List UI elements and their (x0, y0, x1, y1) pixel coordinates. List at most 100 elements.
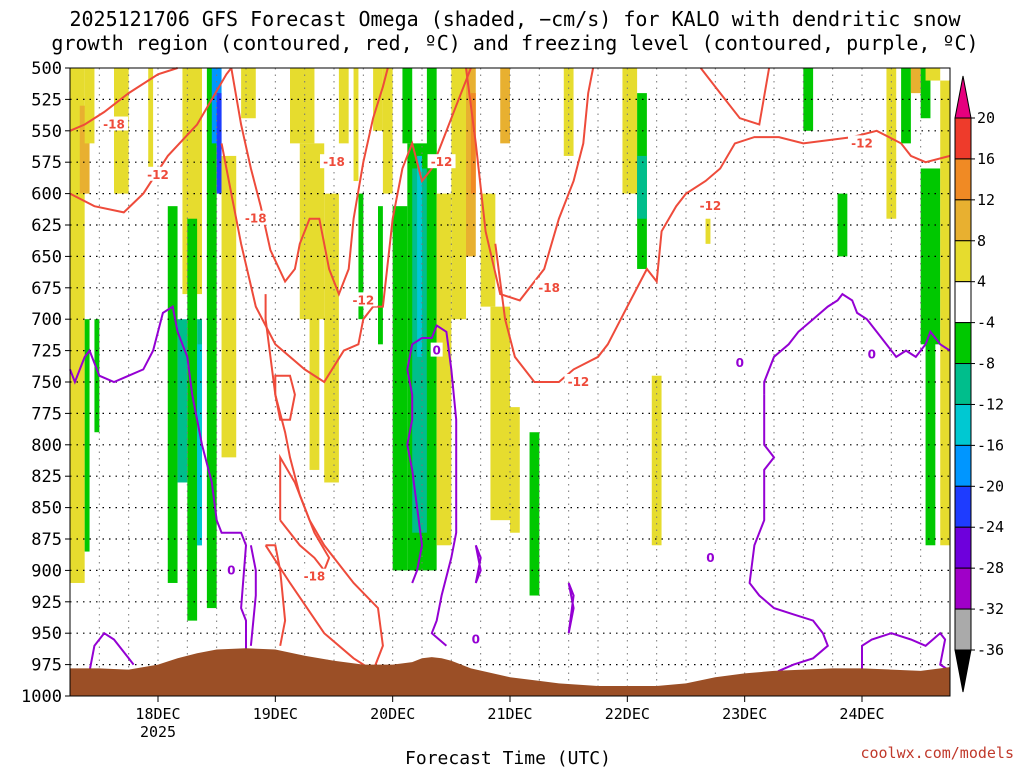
omega-region (510, 407, 520, 533)
dgz-label-text: -18 (304, 570, 326, 584)
dgz-contours-layer: -18-12-18-18-12-12-18-12-12-12-18-12 (69, 67, 951, 673)
omega-region (651, 375, 662, 546)
x-tick-label: 20DEC (370, 705, 415, 723)
omega-region (426, 68, 437, 382)
colorbar-label: -28 (977, 559, 1004, 577)
dgz-label-text: -18 (538, 281, 560, 295)
y-tick-label: 650 (31, 247, 62, 267)
dgz-label-bg (535, 279, 564, 294)
freezing-label-bg (865, 346, 878, 361)
dgz-contour-label: -12 (564, 374, 593, 389)
colorbar-band (954, 485, 972, 528)
omega-region (216, 93, 222, 194)
grid-lines (70, 68, 950, 696)
freezing-contour-line (474, 544, 482, 584)
omega-region (338, 68, 349, 144)
dgz-label-text: -12 (851, 136, 873, 150)
omega-region (167, 206, 178, 583)
omega-region (940, 80, 950, 546)
dgz-contour-label: -18 (535, 279, 564, 295)
y-tick-label: 725 (31, 342, 62, 362)
y-tick-label: 700 (31, 310, 62, 330)
dgz-contour-line (69, 67, 178, 132)
dgz-contour-line (69, 67, 233, 214)
dgz-label-bg (144, 166, 172, 181)
y-tick-label: 875 (31, 530, 62, 550)
freezing-contour-line (249, 545, 257, 646)
freezing-label-text: 0 (706, 551, 714, 565)
y-tick-label: 975 (31, 656, 62, 676)
omega-region (309, 306, 320, 470)
dgz-label-bg (696, 198, 725, 213)
colorbar-label: 12 (977, 191, 995, 209)
plot-area: -18-12-18-18-12-12-18-12-12-12-18-12 000… (69, 67, 951, 697)
y-tick-label: 800 (31, 436, 62, 456)
omega-region (920, 68, 931, 119)
omega-region (910, 68, 921, 94)
y-tick-label: 675 (31, 279, 62, 299)
colorbar-band (954, 240, 972, 283)
freezing-label-text: 0 (868, 347, 876, 361)
freezing-contour-line (88, 631, 135, 672)
omega-region (290, 68, 315, 144)
omega-region (241, 68, 256, 119)
omega-region (436, 193, 452, 546)
y-tick-label: 550 (31, 122, 62, 142)
y-axis: 500 525 550 575 600 625 650 675 700 725 750 775 800 8… (21, 59, 70, 707)
y-tick-label: 950 (31, 624, 62, 644)
dgz-contour-label: -12 (144, 166, 172, 182)
colorbar-label: -12 (977, 395, 1004, 413)
y-tick-label: 775 (31, 404, 62, 424)
x-tick-label: 24DEC (839, 705, 884, 723)
dgz-contour-line (699, 67, 771, 126)
omega-region (70, 68, 85, 583)
freezing-contour-label: 0 (704, 549, 717, 565)
omega-region (529, 432, 540, 596)
colorbar-band (954, 608, 972, 651)
colorbar-label: 8 (977, 232, 986, 250)
colorbar-top-arrow (954, 75, 972, 119)
freezing-label-text: 0 (472, 632, 480, 646)
dgz-contour-label: -18 (320, 154, 348, 169)
y-tick-label: 625 (31, 216, 62, 236)
dgz-contour-label: -12 (427, 154, 456, 169)
omega-region (84, 319, 90, 552)
dgz-label-bg (300, 568, 329, 583)
dgz-contour-line (274, 374, 296, 421)
dgz-label-text: -12 (700, 199, 722, 213)
y-tick-label: 600 (31, 185, 62, 205)
omega-region (837, 193, 848, 257)
surface-terrain-layer (70, 648, 950, 696)
chart-title-line2: growth region (contoured, red, ºC) and f… (51, 31, 978, 55)
freezing-contour-line (406, 323, 458, 647)
freezing-contour-line (861, 631, 951, 678)
omega-region (803, 68, 814, 131)
freezing-contour-label: 0 (469, 631, 482, 646)
freezing-contour-line (567, 582, 575, 634)
freezing-label-text: 0 (432, 344, 440, 358)
omega-region (563, 68, 574, 156)
freezing-level-contours-layer: 0 0 0 0 0 0 (69, 292, 951, 685)
omega-region (925, 256, 936, 546)
dgz-label-text: -18 (103, 118, 125, 132)
x-tick-label: 22DEC (605, 705, 650, 723)
x-axis-label: Forecast Time (UTC) (405, 748, 611, 768)
omega-region (358, 193, 364, 320)
omega-region (94, 319, 100, 433)
omega-region (417, 155, 422, 357)
freezing-contour-label: 0 (865, 346, 878, 361)
dgz-contour-label: -12 (848, 135, 876, 150)
dgz-label-bg (848, 135, 876, 150)
colorbar-band (954, 322, 972, 365)
freezing-label-bg (225, 562, 238, 577)
omega-region (206, 68, 217, 609)
y-tick-label: 825 (31, 467, 62, 487)
y-tick-label: 750 (31, 373, 62, 393)
x-tick-label: 21DEC (487, 705, 532, 723)
colorbar-label: -16 (977, 436, 1004, 454)
colorbar-label: -8 (977, 355, 995, 373)
omega-region (197, 344, 202, 546)
colorbar-band (954, 567, 972, 610)
omega-region (177, 319, 188, 483)
colorbar: 20 16 12 8 4 -4 -8 -12 -16 -20 -24 -28 -32 -36 (954, 75, 1004, 693)
